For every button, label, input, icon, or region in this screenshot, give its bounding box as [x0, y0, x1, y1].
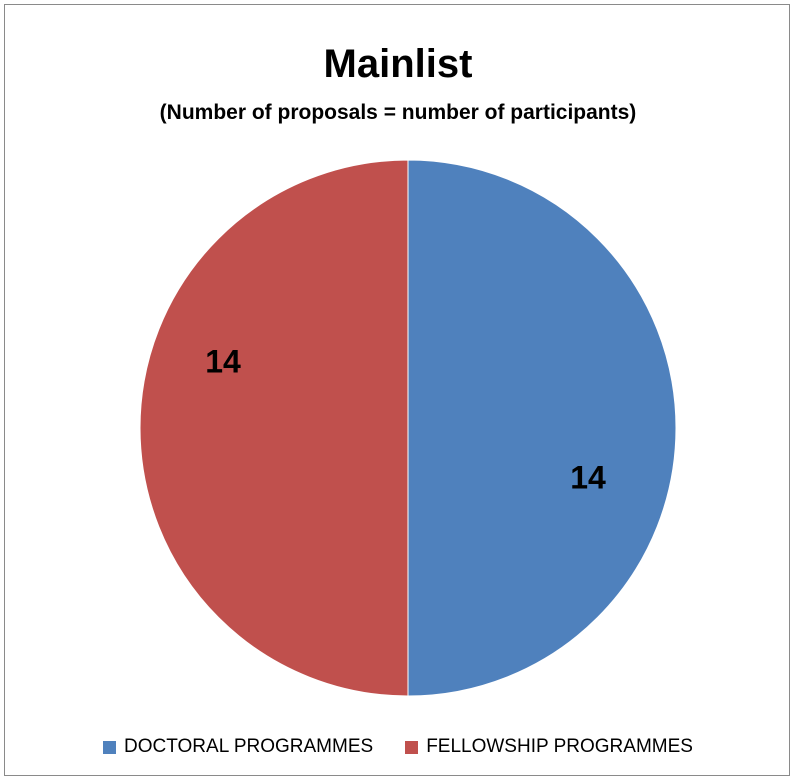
- legend: DOCTORAL PROGRAMMES FELLOWSHIP PROGRAMME…: [0, 736, 796, 758]
- legend-swatch-doctoral: [103, 740, 117, 754]
- pie-data-labels: 14 14: [205, 343, 606, 495]
- pie-slices: [139, 159, 677, 697]
- data-label-fellowship: 14: [205, 343, 241, 379]
- chart-title: Mainlist: [323, 42, 473, 86]
- legend-label-fellowship: FELLOWSHIP PROGRAMMES: [426, 736, 693, 757]
- pie-slice-fellowship: [139, 159, 409, 697]
- legend-swatch-fellowship: [405, 740, 419, 754]
- legend-item-fellowship: FELLOWSHIP PROGRAMMES: [405, 736, 693, 758]
- pie-slice-doctoral: [407, 159, 677, 697]
- legend-item-doctoral: DOCTORAL PROGRAMMES: [103, 736, 373, 758]
- chart-subtitle: (Number of proposals = number of partici…: [159, 101, 637, 124]
- data-label-doctoral: 14: [570, 459, 606, 495]
- legend-label-doctoral: DOCTORAL PROGRAMMES: [124, 736, 374, 757]
